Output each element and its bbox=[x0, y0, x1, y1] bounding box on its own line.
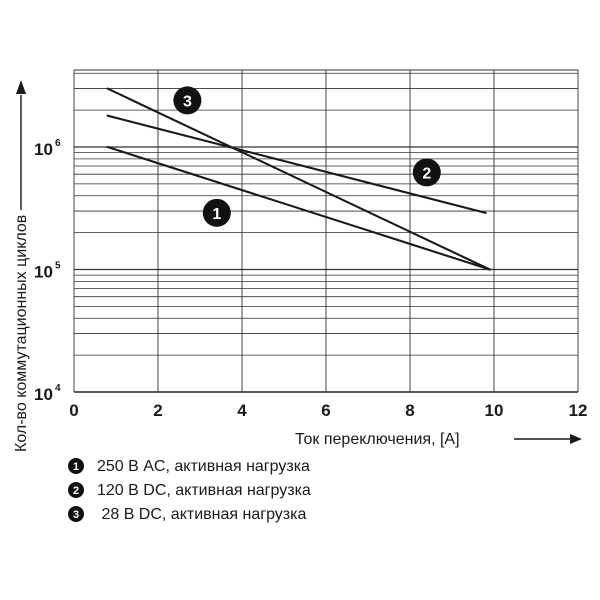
y-tick-base: 10 bbox=[34, 385, 53, 404]
x-tick-label: 0 bbox=[69, 401, 78, 420]
y-tick-exponent: 4 bbox=[55, 383, 61, 394]
series-marker-circle bbox=[202, 198, 231, 227]
series-line-1 bbox=[106, 145, 491, 271]
legend-bullet bbox=[68, 458, 84, 474]
series-marker-2: 2 bbox=[412, 158, 441, 187]
x-tick-label: 2 bbox=[153, 401, 162, 420]
x-tick-label: 4 bbox=[237, 401, 247, 420]
legend-bullet-number: 1 bbox=[73, 461, 79, 473]
x-tick-label: 8 bbox=[405, 401, 414, 420]
legend-label: 120 В DC, активная нагрузка bbox=[97, 482, 311, 499]
x-tick-label: 12 bbox=[569, 401, 588, 420]
legend-item-2: 2 120 В DC, активная нагрузка bbox=[68, 482, 311, 499]
series-line-3 bbox=[106, 87, 491, 271]
series-lines bbox=[106, 87, 491, 271]
y-tick-label: 10 5 bbox=[34, 261, 61, 282]
series-marker-1: 1 bbox=[202, 198, 231, 227]
y-tick-exponent: 5 bbox=[55, 261, 61, 272]
series-line-2 bbox=[106, 114, 487, 214]
grid bbox=[73, 69, 579, 393]
legend-bullet-number: 2 bbox=[73, 485, 79, 497]
series-marker-circle bbox=[173, 86, 202, 115]
series-marker-label: 1 bbox=[212, 206, 221, 223]
legend-label: 28 В DC, активная нагрузка bbox=[97, 506, 306, 523]
series-markers: 1 2 3 bbox=[173, 86, 441, 227]
legend-bullet bbox=[68, 506, 84, 522]
y-tick-base: 10 bbox=[34, 263, 53, 282]
series-marker-label: 2 bbox=[422, 165, 431, 182]
legend-bullet bbox=[68, 482, 84, 498]
x-tick-label: 6 bbox=[321, 401, 330, 420]
y-axis-title: Кол-во коммутационных циклов bbox=[13, 215, 30, 452]
x-axis-ticks: 0 2 4 6 8 10 12 bbox=[69, 401, 587, 420]
legend-item-1: 1 250 В AC, активная нагрузка bbox=[68, 458, 310, 475]
x-axis-title: Ток переключения, [A] bbox=[295, 431, 460, 448]
legend-bullet-number: 3 bbox=[73, 509, 79, 521]
y-tick-exponent: 6 bbox=[55, 138, 61, 149]
legend-item-3: 3 28 В DC, активная нагрузка bbox=[68, 506, 306, 523]
y-tick-label: 10 6 bbox=[34, 138, 61, 159]
legend-label: 250 В AC, активная нагрузка bbox=[97, 458, 310, 475]
y-tick-label: 10 4 bbox=[34, 383, 61, 404]
x-tick-label: 10 bbox=[485, 401, 504, 420]
x-axis-arrow bbox=[514, 434, 582, 444]
series-marker-label: 3 bbox=[183, 93, 192, 110]
series-marker-circle bbox=[412, 158, 441, 187]
series-marker-3: 3 bbox=[173, 86, 202, 115]
y-tick-base: 10 bbox=[34, 140, 53, 159]
legend: 1 250 В AC, активная нагрузка 2 120 В DC, а… bbox=[68, 458, 311, 523]
y-axis-arrow bbox=[16, 80, 26, 210]
